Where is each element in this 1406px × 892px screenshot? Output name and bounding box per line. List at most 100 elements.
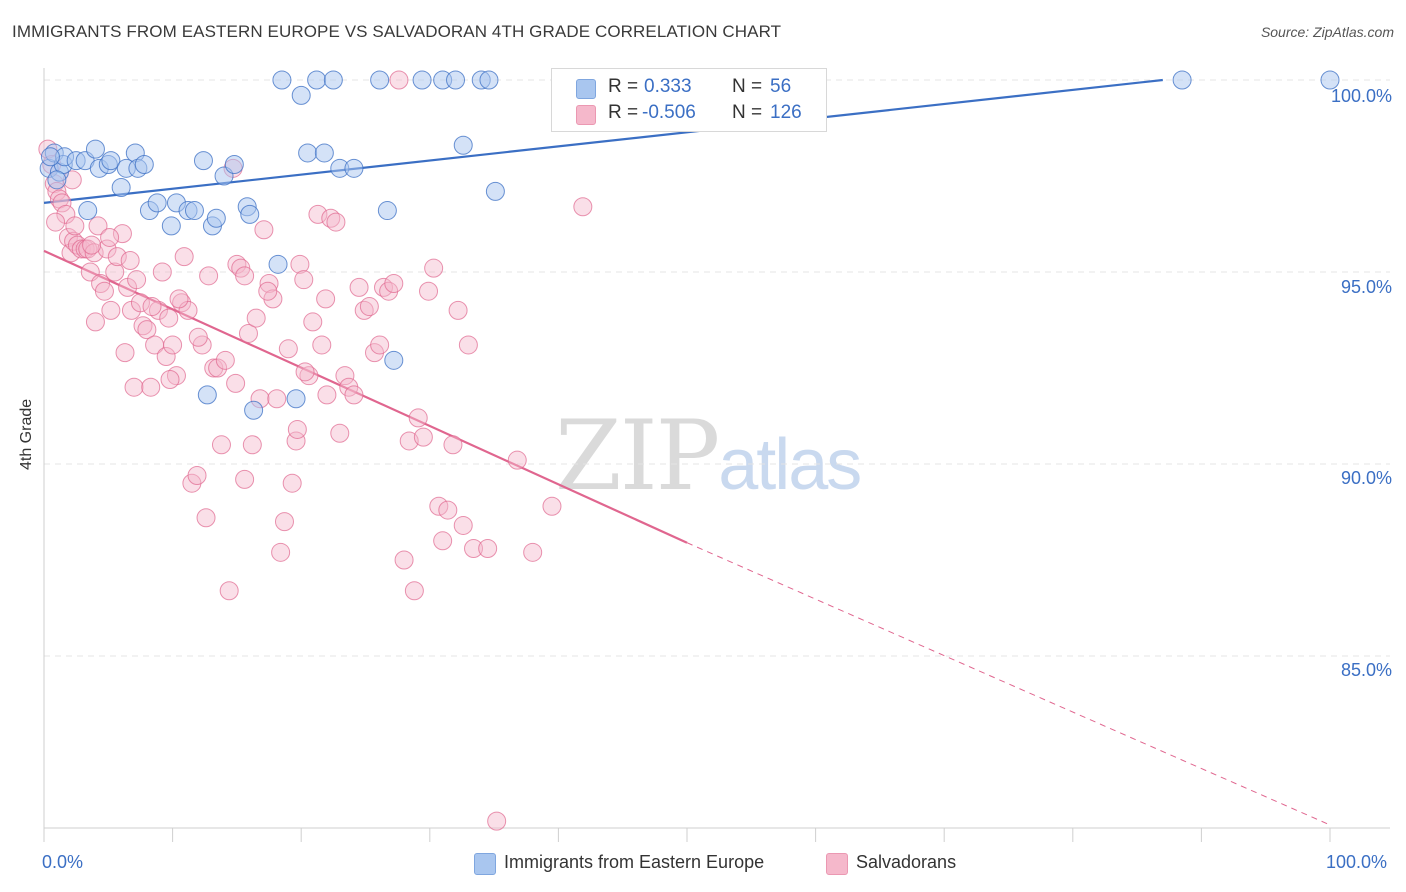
- data-point-salvadorans: [169, 289, 189, 309]
- data-point-eastern-europe: [134, 154, 154, 174]
- data-point-salvadorans: [235, 469, 255, 489]
- legend-label: Immigrants from Eastern Europe: [504, 852, 765, 872]
- data-point-salvadorans: [282, 473, 302, 493]
- data-point-salvadorans: [274, 512, 294, 532]
- data-point-eastern-europe: [78, 201, 98, 221]
- legend-n-label: N =: [732, 102, 763, 123]
- data-point-salvadorans: [188, 327, 208, 347]
- data-point-salvadorans: [196, 508, 216, 528]
- data-point-salvadorans: [115, 343, 135, 363]
- data-point-eastern-europe: [240, 204, 260, 224]
- data-point-salvadorans: [349, 277, 369, 297]
- trend-lines: [43, 78, 1331, 826]
- data-point-salvadorans: [211, 435, 231, 455]
- data-point-eastern-europe: [314, 143, 334, 163]
- data-point-eastern-europe: [272, 70, 292, 90]
- data-point-salvadorans: [303, 312, 323, 332]
- data-point-salvadorans: [160, 370, 180, 390]
- salvadorans-points: [38, 70, 593, 831]
- data-point-salvadorans: [370, 335, 390, 355]
- data-point-eastern-europe: [344, 158, 364, 178]
- source-label: Source: ZipAtlas.com: [1260, 24, 1394, 40]
- data-point-salvadorans: [127, 270, 147, 290]
- data-point-salvadorans: [208, 358, 228, 378]
- legend-r-value: -0.506: [642, 102, 696, 123]
- data-point-salvadorans: [424, 258, 444, 278]
- data-point-eastern-europe: [161, 216, 181, 236]
- data-point-salvadorans: [294, 270, 314, 290]
- data-point-eastern-europe: [370, 70, 390, 90]
- y-axis-label: 4th Grade: [18, 398, 35, 470]
- data-point-eastern-europe: [1320, 70, 1340, 90]
- data-point-salvadorans: [97, 239, 117, 259]
- data-point-salvadorans: [112, 224, 132, 244]
- x-tick-min: 0.0%: [42, 852, 84, 872]
- data-point-salvadorans: [335, 366, 355, 386]
- data-point-salvadorans: [85, 312, 105, 332]
- data-point-salvadorans: [226, 373, 246, 393]
- data-point-salvadorans: [312, 335, 332, 355]
- data-point-salvadorans: [295, 362, 315, 382]
- data-point-salvadorans: [159, 308, 179, 328]
- data-point-salvadorans: [238, 323, 258, 343]
- data-point-salvadorans: [187, 466, 207, 486]
- axes: [43, 68, 1390, 842]
- data-point-salvadorans: [290, 254, 310, 274]
- data-point-salvadorans: [137, 320, 157, 340]
- data-point-salvadorans: [133, 316, 153, 336]
- watermark-sub: atlas: [718, 425, 862, 505]
- data-point-salvadorans: [82, 235, 102, 255]
- data-point-salvadorans: [404, 581, 424, 601]
- data-point-salvadorans: [94, 281, 114, 301]
- data-point-eastern-europe: [193, 151, 213, 171]
- data-point-eastern-europe: [453, 135, 473, 155]
- data-point-salvadorans: [389, 70, 409, 90]
- data-point-salvadorans: [278, 339, 298, 359]
- data-point-eastern-europe: [206, 208, 226, 228]
- data-point-salvadorans: [354, 300, 374, 320]
- data-point-salvadorans: [487, 811, 507, 831]
- data-point-eastern-europe: [1172, 70, 1192, 90]
- data-point-salvadorans: [156, 346, 176, 366]
- data-point-salvadorans: [163, 335, 183, 355]
- data-point-eastern-europe: [40, 147, 60, 167]
- data-point-salvadorans: [308, 204, 328, 224]
- data-point-eastern-europe: [85, 139, 105, 159]
- data-point-eastern-europe: [323, 70, 343, 90]
- data-point-salvadorans: [394, 550, 414, 570]
- data-point-salvadorans: [438, 500, 458, 520]
- data-point-salvadorans: [258, 281, 278, 301]
- gridlines: [44, 79, 1390, 657]
- data-point-salvadorans: [174, 247, 194, 267]
- data-point-eastern-europe: [377, 201, 397, 221]
- data-point-salvadorans: [246, 308, 266, 328]
- data-point-salvadorans: [330, 423, 350, 443]
- legend-r-value: 0.333: [644, 76, 692, 97]
- data-point-salvadorans: [242, 435, 262, 455]
- data-point-salvadorans: [408, 408, 428, 428]
- data-point-salvadorans: [317, 385, 337, 405]
- data-point-salvadorans: [433, 531, 453, 551]
- data-point-eastern-europe: [147, 193, 167, 213]
- eastern-europe-points: [39, 70, 1340, 420]
- data-point-salvadorans: [46, 212, 66, 232]
- data-point-salvadorans: [259, 274, 279, 294]
- data-point-eastern-europe: [197, 385, 217, 405]
- data-point-salvadorans: [384, 274, 404, 294]
- data-point-salvadorans: [267, 389, 287, 409]
- trend-line-salvadorans: [43, 249, 688, 544]
- data-point-eastern-europe: [479, 70, 499, 90]
- trend-line-salvadorans-extrapolated: [686, 542, 1331, 826]
- data-point-salvadorans: [321, 208, 341, 228]
- legend-n-value: 126: [770, 102, 802, 123]
- data-point-salvadorans: [374, 277, 394, 297]
- data-point-salvadorans: [326, 212, 346, 232]
- data-point-salvadorans: [443, 435, 463, 455]
- data-point-salvadorans: [507, 450, 527, 470]
- data-point-eastern-europe: [47, 170, 67, 190]
- data-point-salvadorans: [573, 197, 593, 217]
- data-point-eastern-europe: [307, 70, 327, 90]
- watermark-main: ZIP: [555, 400, 720, 512]
- data-point-salvadorans: [254, 220, 274, 240]
